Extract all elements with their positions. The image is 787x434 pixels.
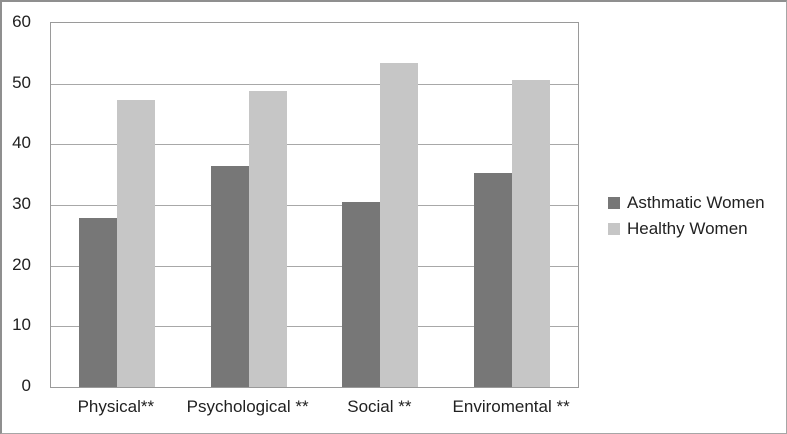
legend-label: Asthmatic Women [627, 193, 765, 212]
plot-area [50, 22, 579, 388]
legend-label: Healthy Women [627, 219, 748, 238]
gridline-10 [51, 326, 578, 328]
legend-item-asthmatic-women: Asthmatic Women [608, 193, 765, 213]
y-tick-label-20: 20 [12, 254, 31, 274]
y-tick-label-10: 10 [12, 315, 31, 335]
x-tick-label-psychological: Psychological ** [186, 397, 309, 416]
gridline-40 [51, 144, 578, 146]
legend-swatch-healthy-women-icon [608, 223, 620, 235]
y-tick-label-30: 30 [12, 194, 31, 213]
y-tick-label-0: 0 [21, 376, 31, 395]
legend-item-healthy-women: Healthy Women [608, 219, 765, 239]
gridline-20 [51, 265, 578, 267]
bar-asthmatic-women-enviromental [474, 173, 512, 387]
x-tick-label-physical: Physical** [77, 397, 155, 416]
gridline-50 [51, 83, 578, 85]
bar-healthy-women-physical [117, 100, 155, 387]
legend: Asthmatic Women Healthy Women [608, 193, 765, 239]
legend-swatch-asthmatic-women-icon [608, 197, 620, 209]
x-tick-label-social: Social ** [347, 397, 412, 416]
x-tick-label-enviromental: Enviromental ** [452, 397, 570, 416]
bar-asthmatic-women-psychological [211, 166, 249, 387]
bar-healthy-women-enviromental [512, 80, 550, 387]
y-tick-label-40: 40 [12, 133, 31, 153]
bar-healthy-women-psychological [249, 91, 287, 387]
y-tick-label-60: 60 [12, 12, 31, 31]
bar-asthmatic-women-social [342, 202, 380, 387]
y-tick-label-50: 50 [12, 72, 31, 92]
bar-asthmatic-women-physical [79, 218, 117, 387]
bar-healthy-women-social [380, 63, 418, 387]
gridline-30 [51, 205, 578, 206]
